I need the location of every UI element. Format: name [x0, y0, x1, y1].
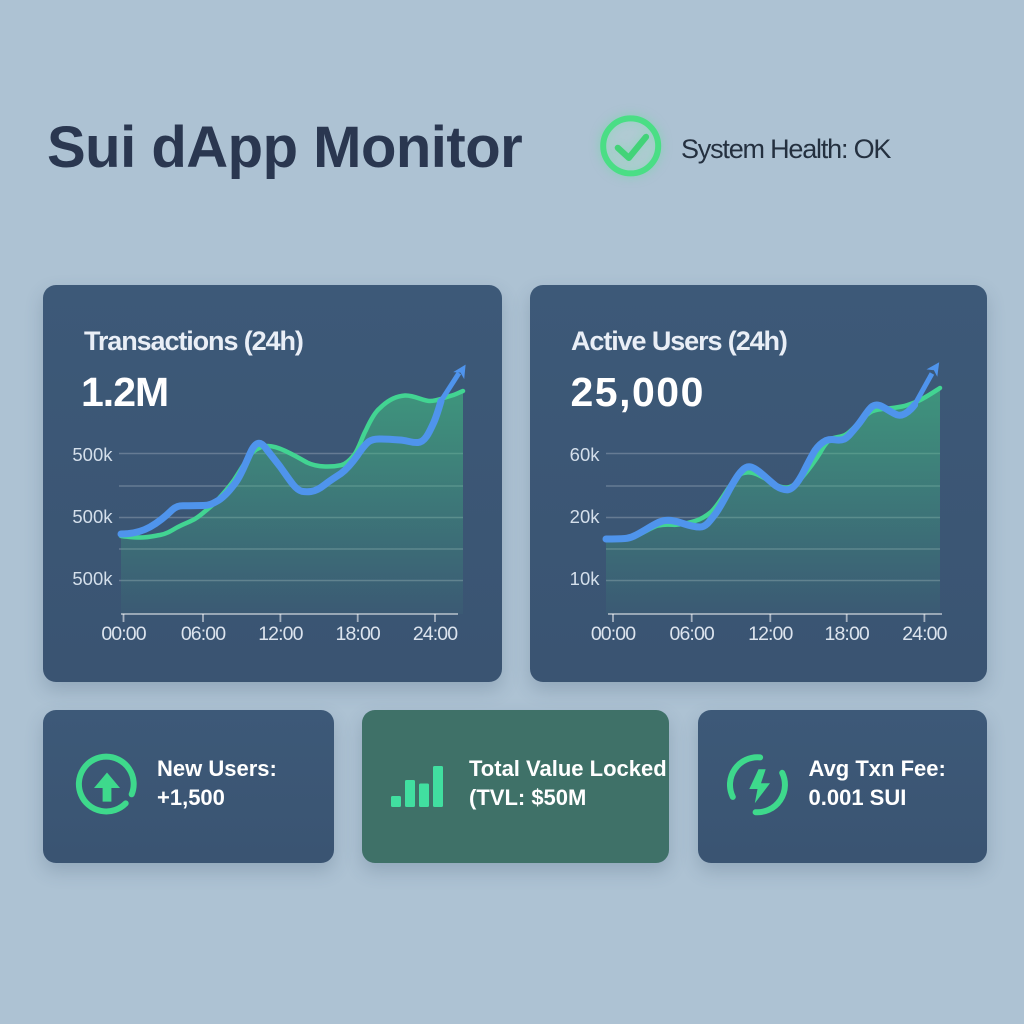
svg-text:12:00: 12:00: [258, 623, 303, 645]
svg-text:10k: 10k: [570, 568, 601, 589]
svg-text:06:00: 06:00: [670, 623, 715, 645]
svg-text:24:00: 24:00: [902, 623, 947, 645]
svg-text:60k: 60k: [570, 444, 601, 465]
svg-text:500k: 500k: [72, 506, 113, 527]
svg-text:18:00: 18:00: [825, 623, 870, 645]
svg-text:24:00: 24:00: [413, 623, 458, 645]
svg-text:500k: 500k: [72, 568, 113, 589]
svg-text:00:00: 00:00: [101, 623, 146, 645]
svg-text:20k: 20k: [570, 506, 601, 527]
svg-text:06:00: 06:00: [181, 623, 226, 645]
svg-text:500k: 500k: [72, 444, 113, 465]
svg-text:00:00: 00:00: [591, 623, 636, 645]
svg-text:18:00: 18:00: [336, 623, 381, 645]
svg-text:12:00: 12:00: [748, 623, 793, 645]
